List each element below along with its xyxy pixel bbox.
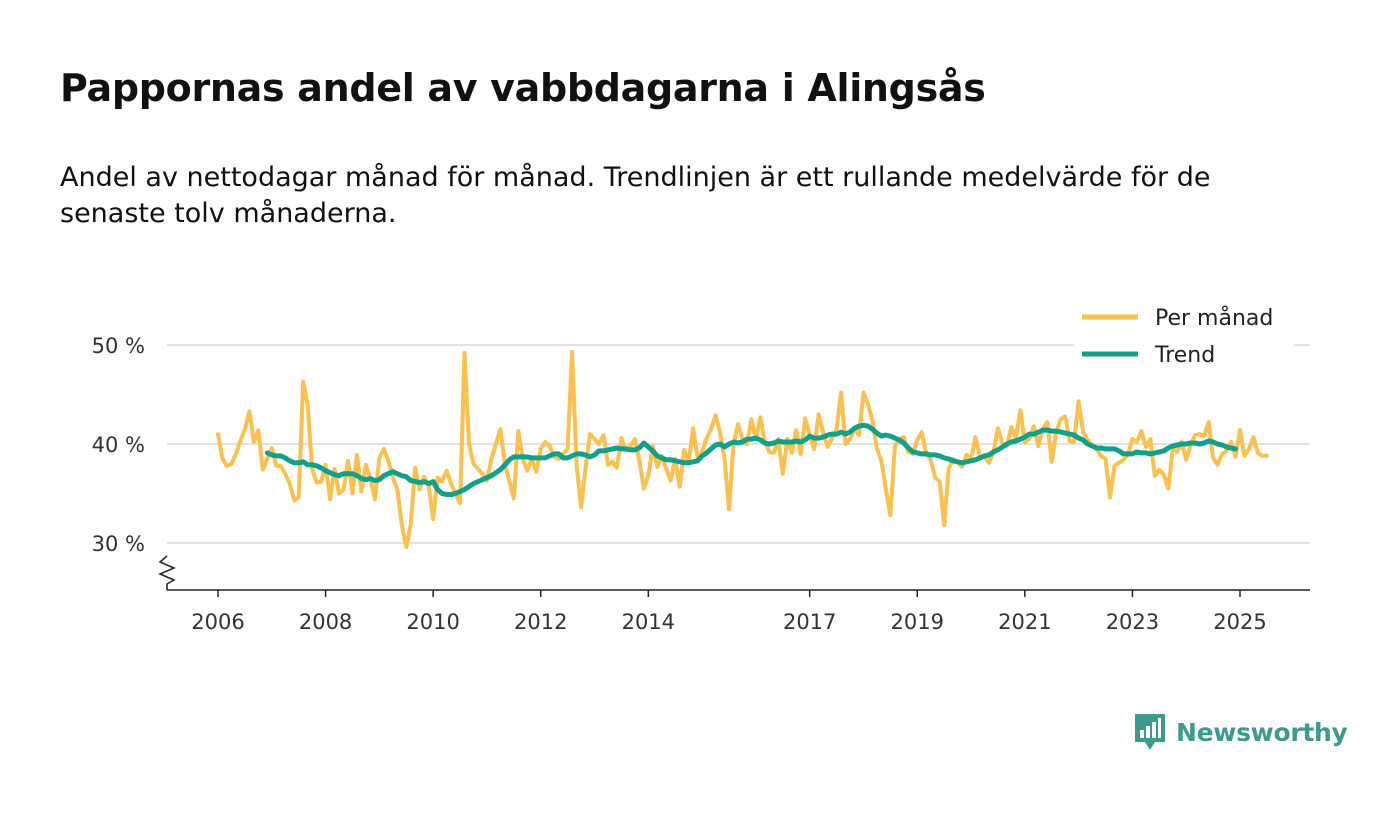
x-tick-label: 2006 bbox=[191, 610, 244, 634]
legend-label: Per månad bbox=[1155, 305, 1273, 331]
axis-break-marker bbox=[158, 555, 176, 590]
y-tick-label: 50 % bbox=[92, 334, 145, 358]
x-tick-label: 2021 bbox=[998, 610, 1051, 634]
series-lines bbox=[216, 349, 1269, 549]
x-tick-label: 2012 bbox=[514, 610, 567, 634]
y-tick-label: 40 % bbox=[92, 433, 145, 457]
brand-name: Newsworthy bbox=[1176, 717, 1348, 747]
x-tick-label: 2008 bbox=[299, 610, 352, 634]
x-axis-labels: 2006 2008 2010 2012 2014 2017 2019 2021 2023 2025 bbox=[191, 610, 1266, 634]
y-tick-label: 30 % bbox=[92, 532, 145, 556]
page-subtitle: Andel av nettodagar månad för månad. Tre… bbox=[60, 162, 1211, 229]
x-tick-label: 2014 bbox=[622, 610, 675, 634]
legend: Per månad Trend bbox=[1074, 305, 1294, 372]
legend-label: Trend bbox=[1154, 343, 1215, 368]
page-title: Pappornas andel av vabbdagarna i Alingså… bbox=[60, 66, 986, 110]
x-axis bbox=[158, 555, 1310, 597]
newsworthy-logo-icon bbox=[1135, 714, 1165, 750]
x-tick-label: 2019 bbox=[891, 610, 944, 634]
x-tick-label: 2025 bbox=[1213, 610, 1266, 634]
newsworthy-logo: Newsworthy bbox=[1133, 712, 1348, 752]
y-axis-labels: 30 % 40 % 50 % bbox=[92, 334, 145, 556]
x-tick-label: 2017 bbox=[783, 610, 836, 634]
series-line-trend bbox=[264, 422, 1238, 497]
x-tick-label: 2023 bbox=[1106, 610, 1159, 634]
x-tick-label: 2010 bbox=[406, 610, 459, 634]
